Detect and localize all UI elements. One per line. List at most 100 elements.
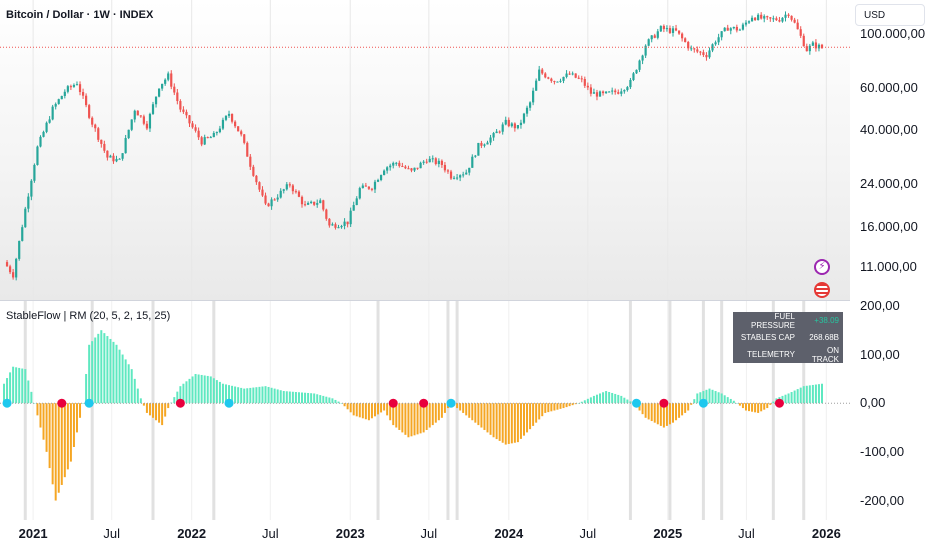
- candle-body: [656, 31, 659, 38]
- histogram-bar: [215, 380, 218, 404]
- currency-button[interactable]: USD: [855, 4, 925, 26]
- price-axis[interactable]: [850, 0, 932, 520]
- histogram-bar: [720, 393, 723, 404]
- candle-body: [291, 185, 294, 192]
- candle-body: [118, 158, 121, 160]
- histogram-bar: [36, 403, 39, 416]
- regime-band: [771, 301, 775, 520]
- histogram-bar: [258, 386, 261, 404]
- candle-body: [176, 92, 179, 102]
- candle-body: [72, 84, 76, 87]
- candle-body: [179, 101, 182, 110]
- histogram-bar: [121, 354, 124, 404]
- candle-body: [501, 124, 504, 132]
- candle-body: [723, 27, 726, 32]
- candle-body: [556, 81, 559, 83]
- indicator-tick-label: -100,00: [860, 443, 905, 459]
- candle-body: [164, 79, 167, 84]
- candle-body: [626, 87, 629, 91]
- candle-body: [489, 137, 492, 143]
- candle-body: [8, 266, 12, 273]
- price-pane[interactable]: [0, 0, 850, 300]
- indicator-title[interactable]: StableFlow | RM (20, 5, 2, 15, 25): [6, 310, 171, 322]
- candle-body: [684, 38, 687, 42]
- histogram-bar: [288, 391, 291, 404]
- candle-body: [629, 79, 632, 88]
- histogram-bar: [522, 403, 525, 436]
- histogram-bar: [82, 403, 85, 404]
- candle-body: [434, 158, 437, 165]
- histogram-bar: [103, 333, 106, 404]
- candle-body: [817, 44, 821, 49]
- candle-body: [246, 142, 249, 157]
- bolt-icon[interactable]: ⚡: [814, 259, 830, 275]
- histogram-bar: [459, 403, 462, 411]
- candle-body: [191, 123, 194, 128]
- histogram-bar: [702, 391, 705, 404]
- candle-body: [778, 20, 781, 22]
- candle-body: [285, 184, 288, 190]
- histogram-bar: [3, 383, 5, 404]
- time-tick-label: Jul: [261, 526, 279, 541]
- candle-body: [97, 128, 100, 140]
- candle-body: [264, 195, 267, 204]
- candle-body: [151, 104, 155, 114]
- candle-body: [477, 142, 480, 156]
- histogram-bar: [735, 403, 738, 404]
- candle-body: [671, 28, 675, 33]
- candle-body: [799, 29, 802, 36]
- histogram-bar: [276, 389, 279, 404]
- candle-body: [206, 137, 209, 139]
- histogram-bar: [681, 403, 684, 416]
- histogram-bar: [495, 403, 498, 440]
- candle-body: [343, 221, 346, 226]
- candle-body: [532, 90, 535, 103]
- candle-body: [443, 164, 447, 171]
- pane-divider[interactable]: [0, 300, 932, 301]
- histogram-bar: [54, 403, 57, 501]
- candle-body: [483, 144, 486, 146]
- histogram-bar: [535, 403, 538, 423]
- histogram-bar: [708, 388, 711, 404]
- candle-body: [431, 158, 434, 160]
- histogram-bar: [69, 403, 72, 462]
- candle-body: [398, 162, 401, 167]
- price-tick-label: 40.000,00: [860, 122, 918, 138]
- histogram-bar: [583, 400, 586, 404]
- histogram-bar: [203, 375, 206, 404]
- indicator-pane[interactable]: [0, 301, 850, 520]
- histogram-bar: [228, 385, 231, 404]
- us-flag-icon[interactable]: [814, 282, 830, 298]
- time-axis[interactable]: [0, 520, 850, 550]
- histogram-bar: [486, 403, 489, 433]
- candle-body: [376, 180, 380, 182]
- candle-body: [379, 175, 383, 181]
- histogram-bar: [331, 398, 334, 404]
- candle-body: [729, 28, 732, 31]
- histogram-bar: [699, 392, 702, 404]
- candle-body: [589, 87, 592, 94]
- candle-body: [145, 123, 149, 129]
- candle-body: [392, 162, 395, 166]
- candle-body: [784, 14, 787, 18]
- candle-body: [42, 131, 45, 137]
- regime-band: [90, 301, 94, 520]
- candle-body: [300, 196, 304, 205]
- candle-body: [696, 49, 699, 52]
- price-tick-label: 11.000,00: [860, 258, 917, 274]
- histogram-bar: [468, 403, 471, 418]
- candle-body: [668, 28, 672, 33]
- histogram-bar: [611, 392, 614, 404]
- candle-body: [194, 127, 197, 131]
- regime-band: [446, 301, 450, 520]
- candle-body: [693, 48, 696, 50]
- histogram-bar: [100, 330, 103, 404]
- histogram-bar: [754, 403, 757, 413]
- candle-body: [495, 131, 498, 134]
- candle-body: [614, 90, 617, 93]
- histogram-bar: [410, 403, 413, 437]
- candle-body: [282, 189, 285, 191]
- histogram-bar: [565, 403, 568, 408]
- histogram-bar: [744, 403, 747, 411]
- histogram-bar: [617, 394, 620, 404]
